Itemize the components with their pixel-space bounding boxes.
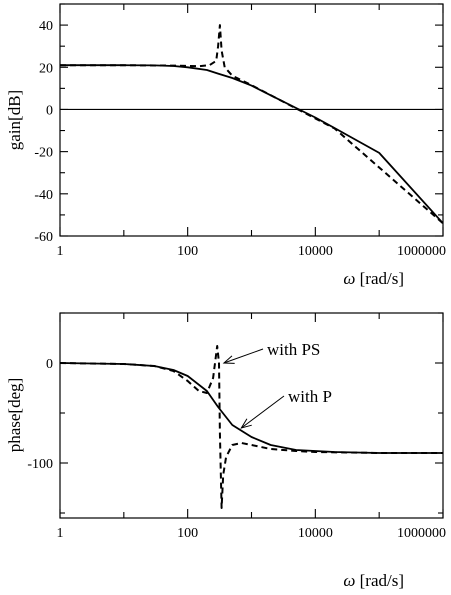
y-tick-label: 0 bbox=[46, 357, 53, 372]
y-axis-label: gain[dB] bbox=[5, 90, 24, 150]
y-tick-label: 40 bbox=[39, 19, 53, 34]
plot-frame bbox=[59, 312, 444, 519]
series-line-solid bbox=[60, 362, 443, 454]
x-tick-label: 10000 bbox=[298, 244, 333, 259]
plot-frame bbox=[59, 3, 444, 237]
series-line-solid bbox=[60, 64, 443, 224]
y-tick-label: -20 bbox=[34, 146, 53, 161]
chart-panel-1: 1 100 10000 1000000 -60 -40 -20 0 20 40 gain[dB] ω … bbox=[5, 3, 446, 288]
x-axis-unit: [rad/s] bbox=[355, 571, 404, 590]
y-tick-label: -40 bbox=[34, 188, 53, 203]
x-axis-label: ω [rad/s] bbox=[343, 571, 404, 590]
y-axis-label: phase[deg] bbox=[5, 378, 24, 453]
y-tick-label: -60 bbox=[34, 230, 53, 245]
annotation-arrow bbox=[241, 395, 285, 429]
x-tick-label: 1 bbox=[57, 526, 64, 541]
annotation-label: with P bbox=[288, 387, 332, 406]
x-axis-symbol: ω bbox=[343, 571, 355, 590]
x-axis-symbol: ω bbox=[343, 269, 355, 288]
annotation-arrowhead bbox=[240, 418, 252, 429]
x-tick-label: 100 bbox=[177, 526, 198, 541]
y-tick-label: 20 bbox=[39, 61, 53, 76]
x-tick-label: 1000000 bbox=[397, 526, 446, 541]
x-tick-label: 10000 bbox=[298, 526, 333, 541]
series-line-dashed bbox=[60, 345, 443, 509]
annotation-arrow bbox=[223, 348, 264, 364]
x-tick-label: 1 bbox=[57, 244, 64, 259]
x-tick-label: 100 bbox=[177, 244, 198, 259]
annotation-label: with PS bbox=[267, 340, 320, 359]
annotation-arrowhead bbox=[222, 355, 235, 364]
y-tick-label: -100 bbox=[27, 457, 53, 472]
series-line-dashed bbox=[60, 24, 443, 225]
x-tick-label: 1000000 bbox=[397, 244, 446, 259]
y-tick-label: 0 bbox=[46, 103, 53, 118]
x-axis-label: ω [rad/s] bbox=[343, 269, 404, 288]
x-axis-unit: [rad/s] bbox=[355, 269, 404, 288]
